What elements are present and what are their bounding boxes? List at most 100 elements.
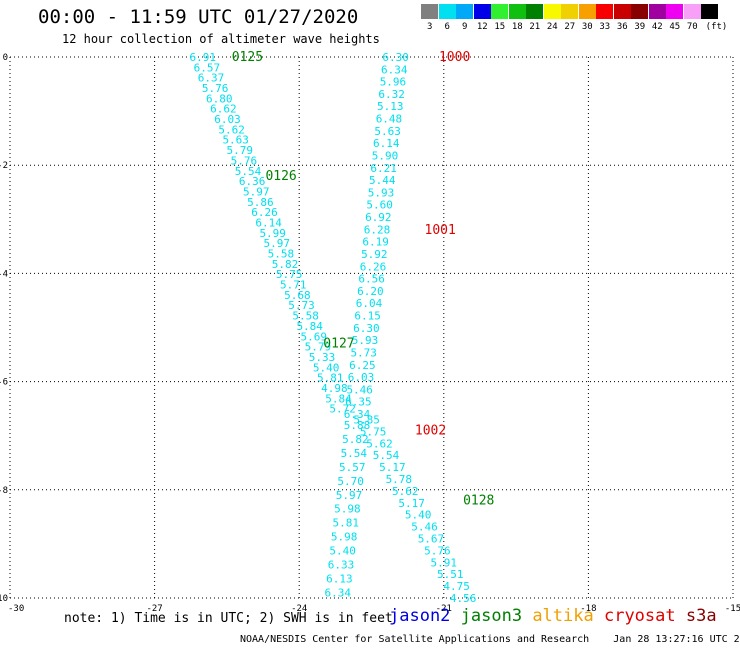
legend-bin-label: 21 [529,22,541,32]
legend-swatch [613,4,631,19]
wave-height-value: 6.62 [210,103,237,116]
wave-height-value: 5.63 [222,134,249,147]
legend-swatch [631,4,648,19]
chart-subtitle: 12 hour collection of altimeter wave hei… [62,32,380,46]
wave-height-value: 5.86 [247,196,274,209]
wave-height-value: 5.54 [235,165,262,178]
y-tick-label: -8 [0,486,8,496]
satellite-name-altika: altika [532,606,604,626]
wave-height-value: 5.97 [243,185,270,198]
legend-swatch [648,4,666,19]
legend-swatch [508,4,526,19]
wave-height-value: 5.76 [231,154,258,167]
wave-height-value: 5.78 [386,473,413,486]
legend-swatch [666,4,683,19]
wave-height-value: 6.20 [357,285,384,298]
track-time-label: 0127 [323,337,354,352]
x-tick-label: -30 [8,604,24,614]
legend-bin-label: 70 [686,22,698,32]
wave-height-value: 6.26 [251,206,278,219]
wave-height-value: 5.92 [361,248,388,261]
wave-height-value: 6.30 [382,51,409,64]
wave-height-value: 5.93 [368,186,395,199]
wave-height-value: 5.99 [259,227,286,240]
wave-height-value: 6.19 [362,236,389,249]
wave-height-value: 5.58 [292,310,319,323]
y-tick-label: -6 [0,378,8,388]
wave-height-value: 6.04 [356,297,383,310]
legend-swatch [561,4,578,19]
wave-height-value: 5.60 [366,199,393,212]
legend-bin-label: 9 [462,22,468,32]
wave-height-value: 5.98 [334,503,361,516]
satellite-name-cryosat: cryosat [603,606,686,626]
wave-height-value: 5.67 [418,532,445,545]
legend-bin-label: 33 [599,22,611,32]
wave-height-value: 6.92 [365,211,392,224]
satellite-legend: jason2 jason3 altika cryosat s3a [389,606,717,626]
wave-height-value: 6.13 [326,573,353,586]
wave-height-value: 5.69 [301,330,328,343]
legend-swatch [683,4,701,19]
wave-height-value: 5.70 [337,475,364,488]
wave-height-value: 5.97 [336,489,363,502]
wave-height-value: 5.51 [437,568,464,581]
legend-swatch [438,4,456,19]
track-time-label: 0126 [265,169,296,184]
track-time-label: 0125 [232,50,263,65]
wave-height-value: 5.17 [398,497,425,510]
wave-height-value: 5.46 [346,383,373,396]
wave-height-value: 5.62 [366,437,393,450]
wave-height-value: 5.82 [342,433,369,446]
y-tick-label: -10 [0,594,8,604]
wave-height-value: 6.80 [206,92,233,105]
legend-bin-label: 24 [546,22,558,32]
wave-height-value: 5.72 [329,403,356,416]
wave-height-value: 5.91 [431,556,458,569]
wave-height-value: 6.14 [373,137,400,150]
footer-credit: NOAA/NESDIS Center for Satellite Applica… [240,634,740,645]
wave-height-value: 5.81 [333,517,360,530]
legend-swatch [456,4,473,19]
wave-height-value: 5.75 [276,268,303,281]
legend-bin-label: 27 [564,22,576,32]
satellite-name-jason2: jason2 [389,606,461,626]
wave-height-value: 4.56 [450,592,477,605]
track-time-label: 1000 [439,50,470,65]
wave-height-value: 4.75 [443,580,470,593]
y-tick-label: -2 [0,161,8,171]
x-tick-label: -24 [291,604,307,614]
wave-height-value: 5.84 [296,320,323,333]
track-time-label: 1002 [415,423,446,438]
legend-swatch [526,4,543,19]
wave-height-value: 5.13 [377,100,404,113]
wave-height-value: 6.14 [255,216,282,229]
x-tick-label: -27 [146,604,162,614]
legend-bin-label: 15 [494,22,506,32]
x-tick-label: -15 [725,604,740,614]
wave-height-value: 6.36 [239,175,266,188]
wave-height-value: 6.48 [376,113,403,126]
wave-height-value: 5.96 [380,76,407,89]
y-tick-label: -4 [0,269,8,279]
wave-height-value: 5.68 [284,289,311,302]
wave-height-value: 5.54 [373,449,400,462]
wave-height-value: 5.58 [268,248,295,261]
wave-height-value: 6.34 [344,408,371,421]
track-time-label: 0128 [463,494,494,509]
wave-height-value: 5.81 [317,372,344,385]
wave-height-value: 5.46 [411,521,438,534]
wave-height-value: 5.93 [352,334,379,347]
wave-height-value: 5.33 [309,351,336,364]
wave-height-value: 6.35 [345,396,372,409]
wave-height-value: 6.34 [381,63,408,76]
legend-bin-label: 42 [651,22,663,32]
legend-bin-label: 3 [427,22,433,32]
legend-bin-label: 6 [444,22,450,32]
track-time-label: 1001 [425,223,456,238]
legend-swatch [421,4,438,19]
wave-height-value: 5.84 [325,392,352,405]
wave-height-value: 6.15 [354,310,381,323]
wave-height-value: 6.03 [214,113,241,126]
